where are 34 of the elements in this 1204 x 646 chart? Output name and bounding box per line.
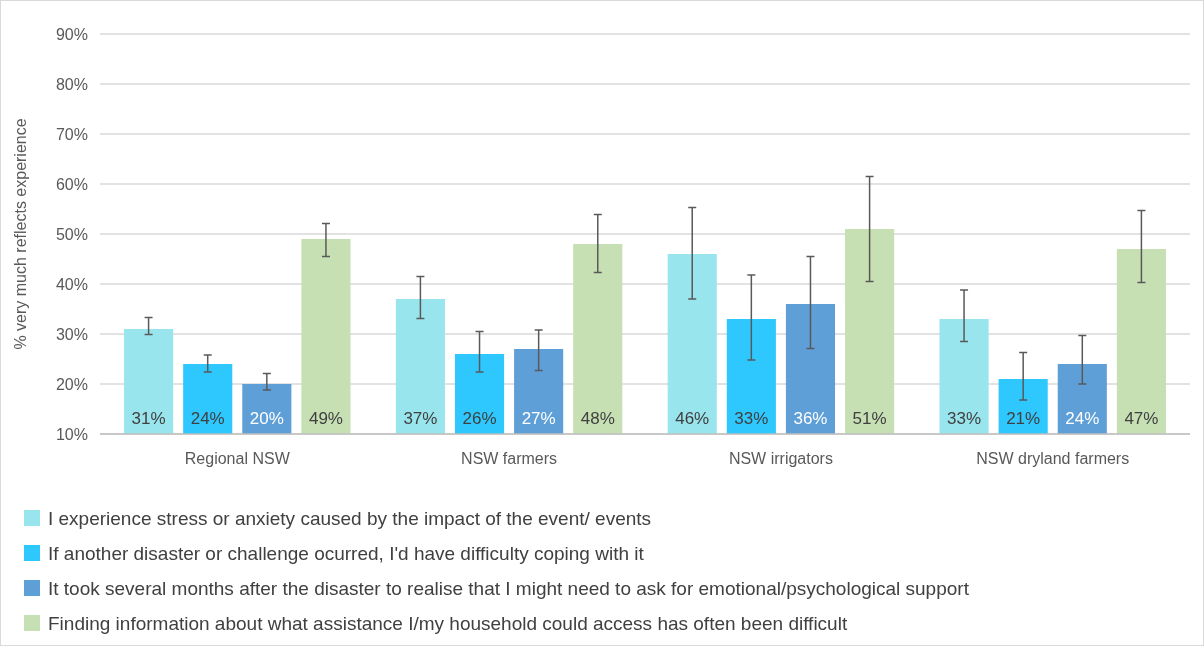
x-tick-label: NSW irrigators: [728, 450, 833, 467]
y-tick-label: 30%: [55, 325, 88, 343]
data-label: 33%: [947, 409, 982, 428]
data-label: 26%: [462, 409, 497, 428]
data-label: 49%: [308, 409, 343, 428]
legend-label: I experience stress or anxiety caused by the impact of the event/ events: [48, 507, 652, 529]
x-tick-label: NSW farmers: [461, 450, 558, 467]
y-tick-label: 50%: [55, 225, 88, 243]
data-label: 24%: [190, 409, 225, 428]
y-tick-label: 80%: [55, 75, 88, 93]
y-tick-label: 70%: [55, 125, 88, 143]
legend-label: Finding information about what assistance I/my household could access has often been difficult: [48, 612, 848, 634]
y-tick-label: 20%: [55, 375, 88, 393]
y-tick-label: 40%: [55, 275, 88, 293]
data-label: 21%: [1006, 409, 1041, 428]
data-label: 20%: [249, 409, 284, 428]
data-label: 27%: [521, 409, 556, 428]
x-tick-label: NSW dryland farmers: [976, 450, 1130, 467]
data-label: 48%: [580, 409, 615, 428]
data-label: 46%: [675, 409, 710, 428]
legend-label: If another disaster or challenge ocurred, I'd have difficulty coping with it: [48, 542, 645, 564]
legend-label: It took several months after the disaster to realise that I might need to ask for emotional/psychological support: [48, 577, 970, 599]
data-label: 37%: [403, 409, 438, 428]
data-label: 31%: [131, 409, 166, 428]
data-label: 36%: [793, 409, 828, 428]
data-label: 33%: [734, 409, 769, 428]
x-tick-label: Regional NSW: [184, 450, 291, 467]
y-tick-label: 10%: [55, 425, 88, 443]
data-label: 51%: [852, 409, 887, 428]
y-tick-label: 90%: [55, 25, 88, 43]
y-axis-title: % very much reflects experience: [12, 118, 29, 350]
y-tick-label: 60%: [55, 175, 88, 193]
data-label: 47%: [1124, 409, 1159, 428]
data-label: 24%: [1065, 409, 1100, 428]
